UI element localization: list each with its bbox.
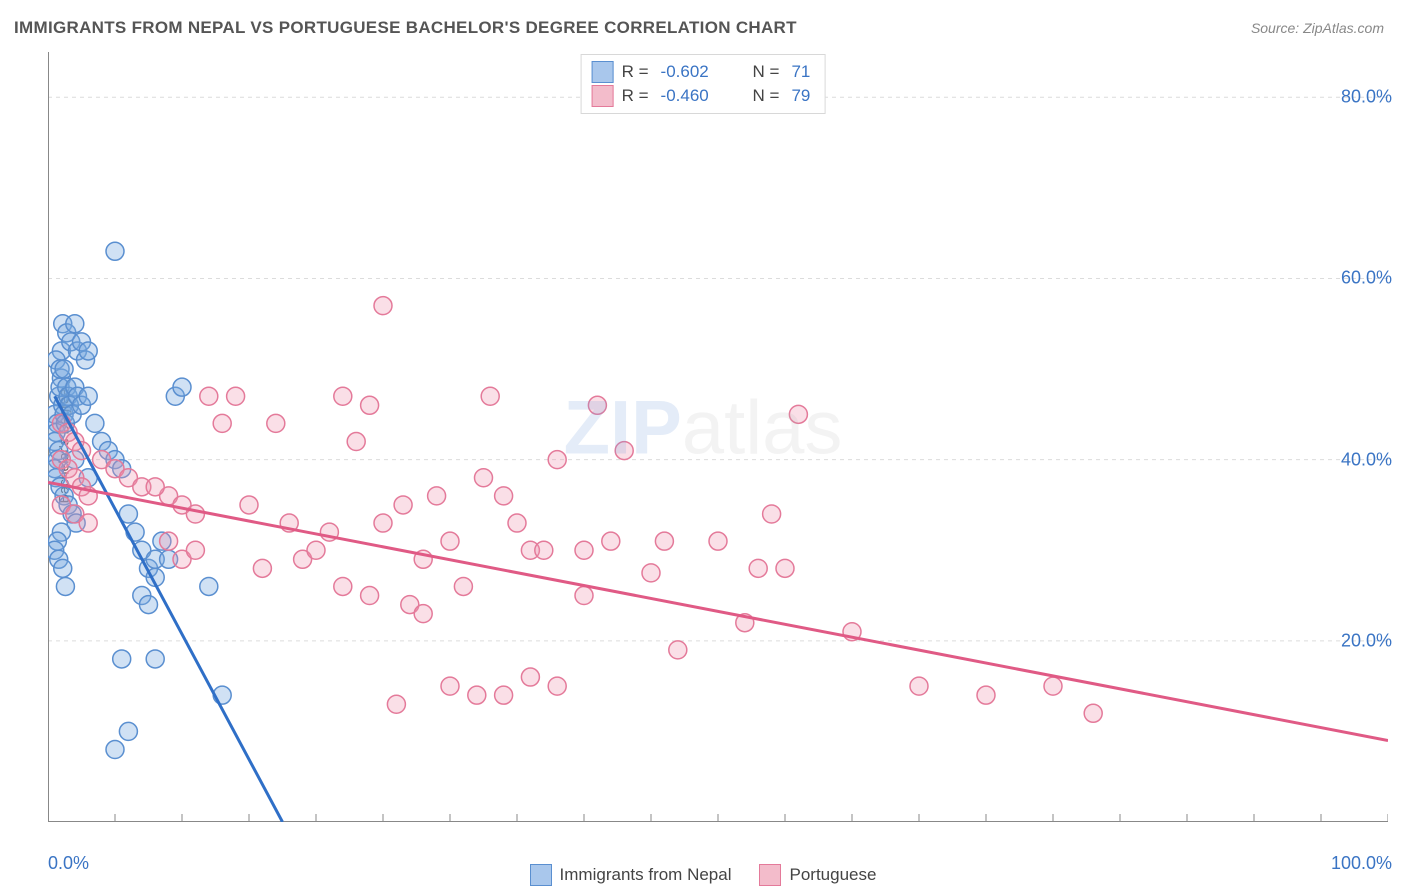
- legend-swatch-nepal: [530, 864, 552, 886]
- legend-swatch-nepal: [592, 61, 614, 83]
- series-legend: Immigrants from Nepal Portuguese: [0, 864, 1406, 886]
- series-legend-item: Immigrants from Nepal: [530, 864, 732, 886]
- r-value-portuguese: -0.460: [661, 86, 731, 106]
- correlation-legend: R = -0.602 N = 71 R = -0.460 N = 79: [581, 54, 826, 114]
- y-axis-tick-label: 20.0%: [1341, 630, 1392, 651]
- y-axis-tick-label: 40.0%: [1341, 449, 1392, 470]
- y-axis-tick-label: 80.0%: [1341, 87, 1392, 108]
- r-label: R =: [622, 62, 649, 82]
- y-axis-tick-label: 60.0%: [1341, 268, 1392, 289]
- n-value-portuguese: 79: [791, 86, 810, 106]
- r-label: R =: [622, 86, 649, 106]
- chart-area: [48, 52, 1388, 822]
- series-legend-item: Portuguese: [759, 864, 876, 886]
- scatter-chart: [48, 52, 1388, 822]
- correlation-legend-row: R = -0.602 N = 71: [592, 61, 811, 83]
- chart-title: IMMIGRANTS FROM NEPAL VS PORTUGUESE BACH…: [14, 18, 797, 38]
- source-attribution: Source: ZipAtlas.com: [1251, 20, 1384, 36]
- correlation-legend-row: R = -0.460 N = 79: [592, 85, 811, 107]
- n-label: N =: [753, 86, 780, 106]
- r-value-nepal: -0.602: [661, 62, 731, 82]
- series-name-nepal: Immigrants from Nepal: [560, 865, 732, 885]
- series-name-portuguese: Portuguese: [789, 865, 876, 885]
- n-value-nepal: 71: [791, 62, 810, 82]
- n-label: N =: [753, 62, 780, 82]
- legend-swatch-portuguese: [759, 864, 781, 886]
- legend-swatch-portuguese: [592, 85, 614, 107]
